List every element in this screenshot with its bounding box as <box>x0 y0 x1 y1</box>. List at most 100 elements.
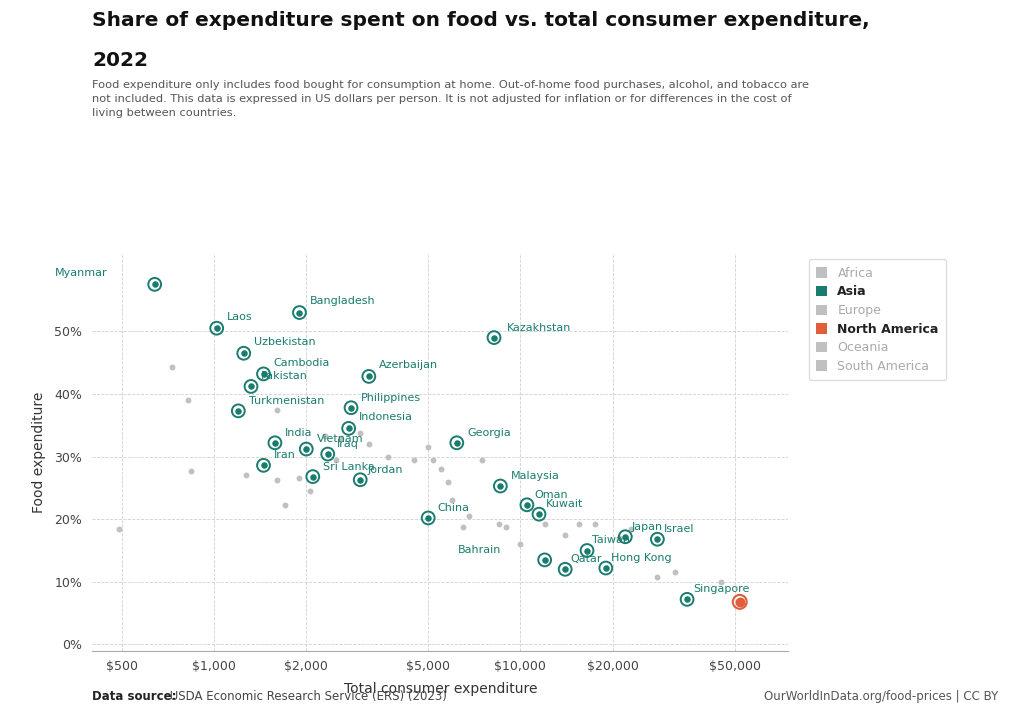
Text: Iraq: Iraq <box>337 439 358 449</box>
Point <box>493 480 509 492</box>
Text: Share of expenditure spent on food vs. total consumer expenditure,: Share of expenditure spent on food vs. t… <box>92 11 869 30</box>
Text: Vietnam: Vietnam <box>316 434 364 444</box>
Point <box>537 518 553 530</box>
Point <box>461 510 477 522</box>
Point <box>570 518 587 530</box>
Text: 2022: 2022 <box>92 51 148 69</box>
Point <box>360 371 377 382</box>
Point <box>316 430 333 442</box>
Point <box>268 474 285 486</box>
Point <box>433 463 450 475</box>
Text: Bangladesh: Bangladesh <box>309 296 376 307</box>
Point <box>230 405 247 416</box>
Point <box>679 594 695 605</box>
Point <box>301 485 317 497</box>
Point <box>420 442 436 453</box>
Text: Oman: Oman <box>535 489 568 500</box>
Point <box>444 495 461 506</box>
Point <box>360 371 377 382</box>
Point <box>276 500 293 511</box>
Text: Malaysia: Malaysia <box>511 471 559 481</box>
Point <box>649 534 666 545</box>
Point <box>485 332 502 343</box>
Point <box>266 437 283 448</box>
Point <box>146 278 163 290</box>
Point <box>238 469 254 481</box>
Point <box>537 554 553 565</box>
Legend: Africa, Asia, Europe, North America, Oceania, South America: Africa, Asia, Europe, North America, Oce… <box>809 260 946 380</box>
Point <box>268 404 285 416</box>
Text: OurWorldInData.org/food-prices | CC BY: OurWorldInData.org/food-prices | CC BY <box>764 690 998 703</box>
Point <box>485 332 502 343</box>
Point <box>319 448 336 460</box>
Point <box>537 554 553 565</box>
Point <box>598 562 614 574</box>
Point <box>304 471 321 482</box>
Point <box>557 563 573 575</box>
Point <box>649 571 666 583</box>
Point <box>182 465 199 476</box>
Point <box>333 432 349 444</box>
Point <box>340 423 356 435</box>
Text: Myanmar: Myanmar <box>54 268 108 278</box>
Point <box>164 362 180 373</box>
Text: China: China <box>437 503 469 513</box>
Point <box>731 596 748 607</box>
Text: Kazakhstan: Kazakhstan <box>507 322 571 333</box>
Point <box>328 454 344 466</box>
Point <box>557 563 573 575</box>
Point <box>380 450 396 462</box>
Point <box>713 576 729 588</box>
Point <box>667 567 683 578</box>
Point <box>255 368 271 380</box>
Text: Data source:: Data source: <box>92 690 177 703</box>
Text: Sri Lanka: Sri Lanka <box>323 461 375 471</box>
Point <box>340 423 356 435</box>
Point <box>679 594 695 605</box>
Point <box>209 322 225 334</box>
Text: Iran: Iran <box>273 450 296 461</box>
Point <box>449 437 465 448</box>
Point <box>291 307 307 318</box>
Point <box>425 454 441 466</box>
Point <box>530 508 547 520</box>
Point <box>649 534 666 545</box>
Text: Singapore: Singapore <box>693 584 750 594</box>
Point <box>455 521 471 533</box>
Point <box>579 544 595 556</box>
X-axis label: Total consumer expenditure: Total consumer expenditure <box>344 682 537 696</box>
Text: USDA Economic Research Service (ERS) (2023): USDA Economic Research Service (ERS) (20… <box>166 690 446 703</box>
Text: Pakistan: Pakistan <box>261 372 308 382</box>
Point <box>255 460 271 471</box>
Text: Our World: Our World <box>891 27 958 40</box>
Text: Jordan: Jordan <box>368 465 403 475</box>
Text: Indonesia: Indonesia <box>358 412 413 422</box>
Point <box>587 518 603 530</box>
Point <box>474 454 490 466</box>
Point <box>343 402 359 414</box>
Text: Israel: Israel <box>664 524 694 534</box>
Point <box>255 368 271 380</box>
Text: Food expenditure only includes food bought for consumption at home. Out-of-home : Food expenditure only includes food boug… <box>92 80 809 118</box>
Point <box>490 518 507 530</box>
Point <box>236 348 252 359</box>
Point <box>236 348 252 359</box>
Text: Philippines: Philippines <box>361 393 422 403</box>
Text: Georgia: Georgia <box>467 428 511 438</box>
Point <box>557 529 573 541</box>
Point <box>598 562 614 574</box>
Point <box>352 474 369 486</box>
Text: Bahrain: Bahrain <box>458 545 501 555</box>
Point <box>493 480 509 492</box>
Point <box>623 523 639 534</box>
Point <box>499 521 515 533</box>
Y-axis label: Food expenditure: Food expenditure <box>32 391 46 513</box>
Point <box>266 437 283 448</box>
Text: Kuwait: Kuwait <box>546 499 583 509</box>
Point <box>352 427 369 439</box>
Point <box>360 438 377 450</box>
Point <box>617 531 634 542</box>
Point <box>352 474 369 486</box>
Point <box>406 454 422 466</box>
Point <box>319 448 336 460</box>
